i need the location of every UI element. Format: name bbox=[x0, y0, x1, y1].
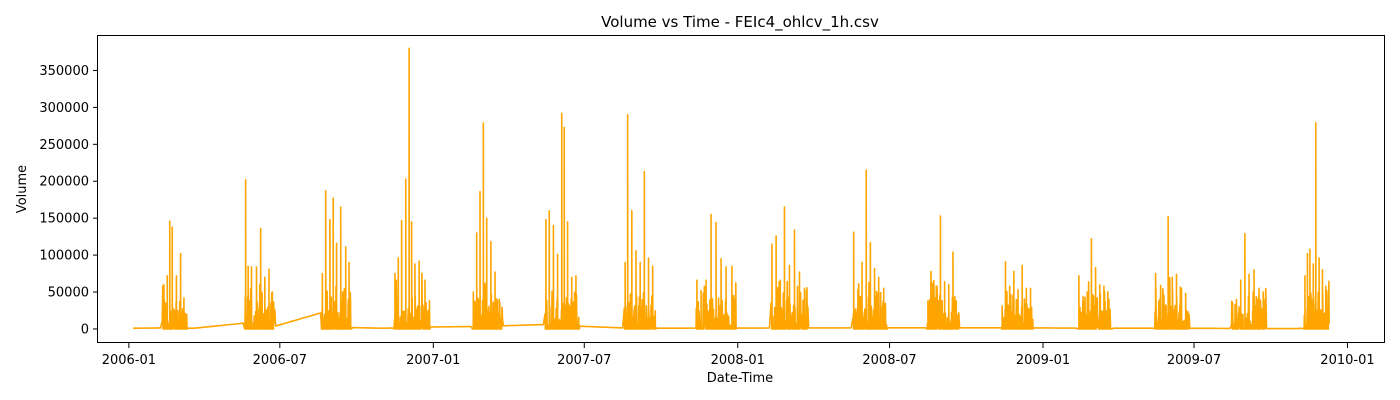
x-tick-label: 2008-07 bbox=[862, 353, 916, 368]
axes-frame bbox=[97, 35, 1385, 343]
x-tick-label: 2010-01 bbox=[1320, 353, 1374, 368]
y-tick-label: 350000 bbox=[39, 64, 89, 79]
x-tick-label: 2006-07 bbox=[253, 353, 307, 368]
x-tick-label: 2009-07 bbox=[1167, 353, 1221, 368]
x-tick-label: 2009-01 bbox=[1016, 353, 1070, 368]
x-axis-label: Date-Time bbox=[707, 371, 773, 386]
y-tick-label: 200000 bbox=[39, 175, 89, 190]
y-axis-label: Volume bbox=[15, 165, 30, 213]
x-axis: 2006-01 2006-07 2007-01 2007-07 2008-01 2008-… bbox=[102, 343, 1375, 368]
y-tick-label: 150000 bbox=[39, 212, 89, 227]
y-tick-label: 100000 bbox=[39, 249, 89, 264]
y-axis: 0 50000 100000 150000 200000 250000 300000 3500… bbox=[39, 64, 98, 337]
x-tick-label: 2006-01 bbox=[102, 353, 156, 368]
volume-series-line bbox=[133, 47, 1330, 330]
plot-area bbox=[133, 47, 1330, 330]
y-tick-label: 250000 bbox=[39, 138, 89, 153]
chart-title: Volume vs Time - FEIc4_ohlcv_1h.csv bbox=[601, 13, 879, 32]
y-tick-label: 50000 bbox=[48, 286, 89, 301]
x-tick-label: 2008-01 bbox=[711, 353, 765, 368]
x-tick-label: 2007-01 bbox=[406, 353, 460, 368]
y-tick-label: 300000 bbox=[39, 101, 89, 116]
y-tick-label: 0 bbox=[81, 322, 89, 337]
x-tick-label: 2007-07 bbox=[557, 353, 611, 368]
